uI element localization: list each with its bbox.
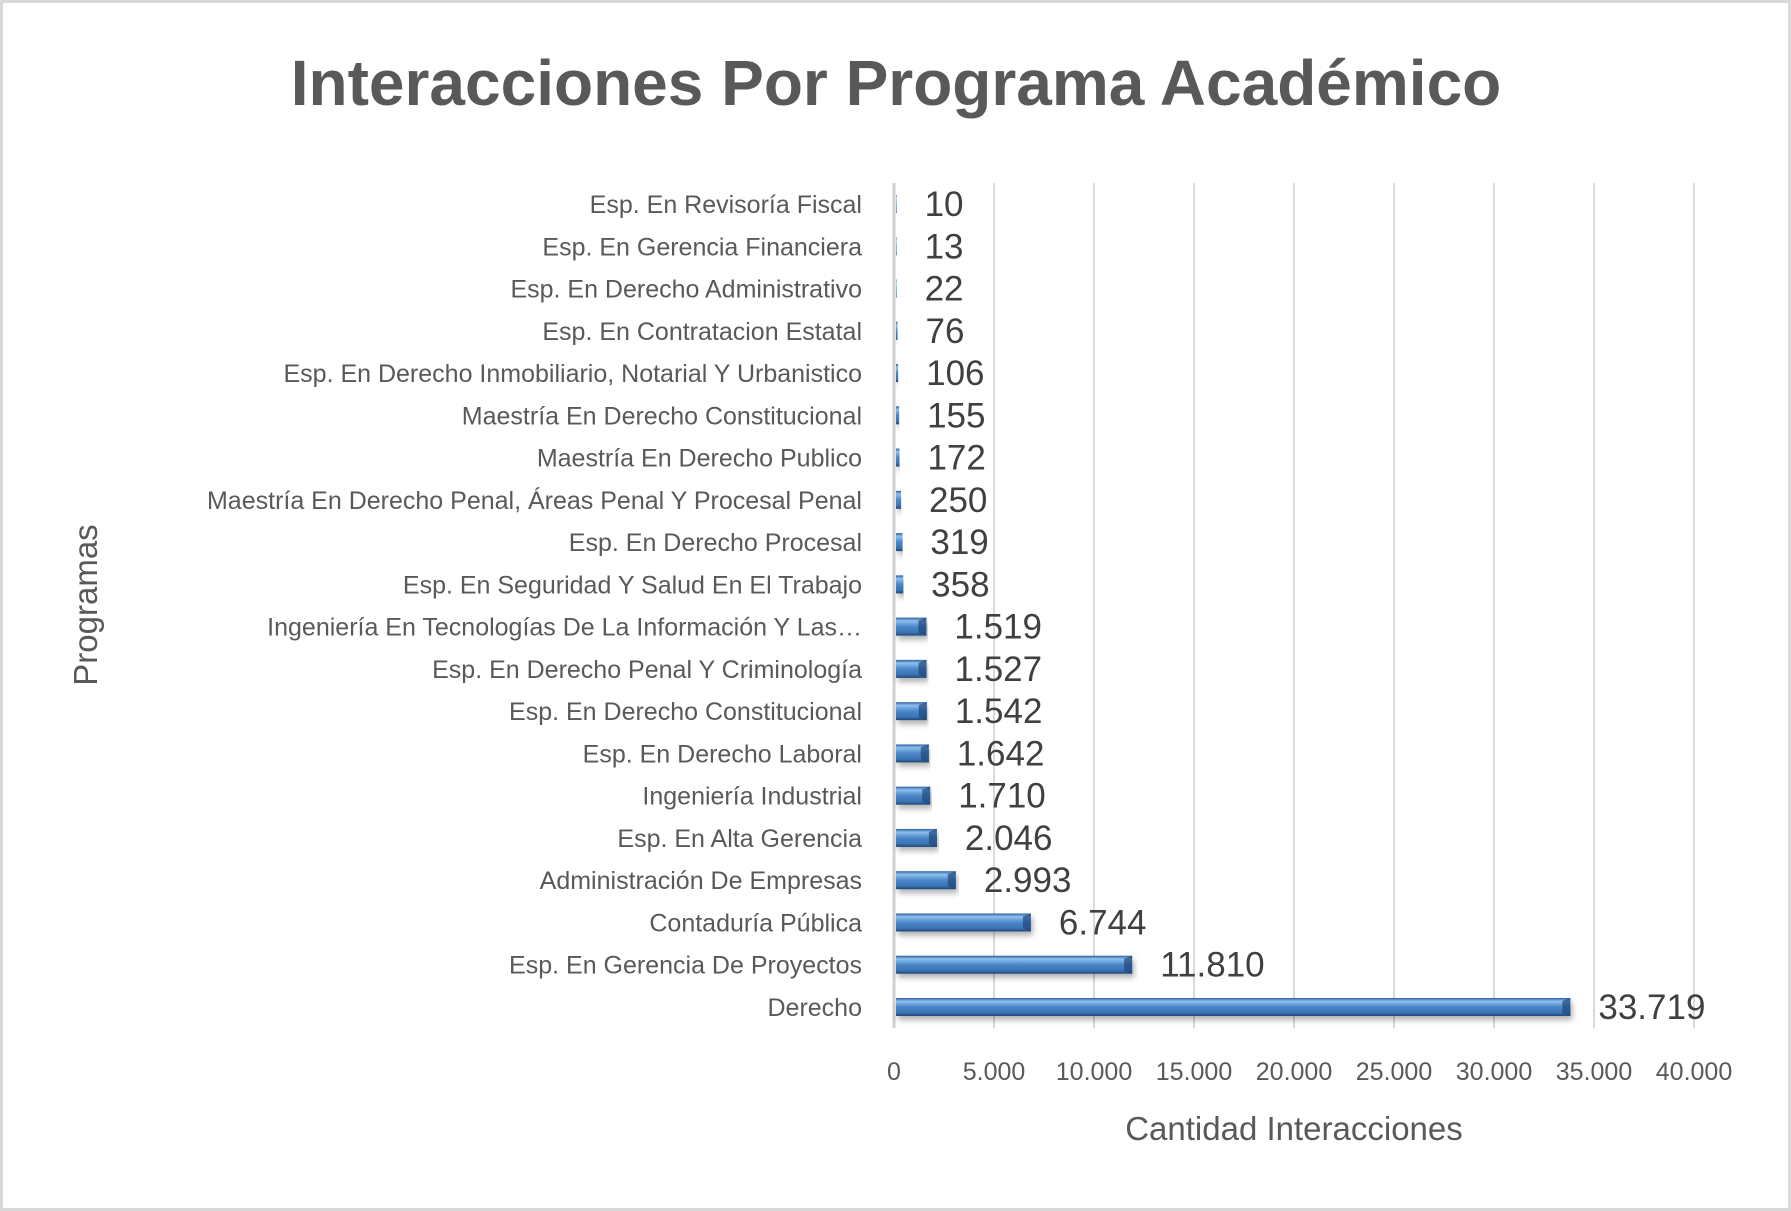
value-label: 2.046 xyxy=(965,819,1053,858)
value-label: 106 xyxy=(926,354,984,393)
category-label: Esp. En Derecho Constitucional xyxy=(509,698,862,726)
bar xyxy=(896,744,929,763)
y-axis-title: Programas xyxy=(67,524,104,685)
bar xyxy=(896,237,897,256)
bar xyxy=(896,871,956,890)
value-label: 1.642 xyxy=(957,734,1045,773)
x-tick-labels: 0 5.000 10.000 15.000 20.000 25.000 30.000 35.0… xyxy=(887,1058,1732,1086)
category-label: Esp. En Seguridad Y Salud En El Trabajo xyxy=(403,571,862,599)
bar xyxy=(896,786,931,805)
category-label: Esp. En Derecho Inmobiliario, Notarial Y… xyxy=(283,360,862,388)
value-label: 319 xyxy=(930,523,988,562)
bar-bevel xyxy=(918,702,927,721)
category-label: Esp. En Derecho Penal Y Criminología xyxy=(432,656,862,684)
bar xyxy=(896,828,937,847)
value-label: 33.719 xyxy=(1598,988,1705,1027)
category-label: Maestría En Derecho Publico xyxy=(537,445,862,473)
category-label: Ingeniería Industrial xyxy=(642,783,862,811)
value-label: 2.993 xyxy=(984,861,1072,900)
bar xyxy=(896,195,897,213)
value-label: 1.542 xyxy=(955,692,1043,731)
bar xyxy=(896,321,898,340)
category-label: Contaduría Pública xyxy=(649,909,862,937)
bars xyxy=(896,195,1571,1016)
bar-bevel xyxy=(928,828,937,847)
value-label: 155 xyxy=(927,396,985,435)
bar-bevel xyxy=(1022,913,1031,932)
gridlines xyxy=(892,183,1695,1028)
x-axis-title: Cantidad Interacciones xyxy=(1125,1110,1463,1147)
value-label: 1.710 xyxy=(958,777,1046,816)
bar xyxy=(896,533,903,552)
value-label: 22 xyxy=(925,270,964,309)
bar xyxy=(896,448,900,467)
value-label: 1.519 xyxy=(954,608,1042,647)
x-tick-label: 0 xyxy=(887,1058,901,1086)
chart-title: Interacciones Por Programa Académico xyxy=(291,47,1502,119)
value-label: 76 xyxy=(926,312,965,351)
category-label: Esp. En Revisoría Fiscal xyxy=(590,191,862,219)
bar xyxy=(896,279,897,298)
bar xyxy=(896,575,904,594)
bar-bevel xyxy=(947,871,956,890)
x-tick-label: 25.000 xyxy=(1356,1058,1432,1086)
category-label: Esp. En Gerencia Financiera xyxy=(542,233,862,261)
category-label: Administración De Empresas xyxy=(540,867,862,895)
bar-bevel xyxy=(918,659,927,678)
x-tick-label: 20.000 xyxy=(1256,1058,1332,1086)
bar-bevel xyxy=(1124,955,1133,974)
bar-bevel xyxy=(922,786,931,805)
x-tick-label: 5.000 xyxy=(963,1058,1026,1086)
value-label: 6.744 xyxy=(1059,903,1147,942)
category-label: Esp. En Gerencia De Proyectos xyxy=(509,952,862,980)
bar xyxy=(896,490,901,509)
bar xyxy=(896,364,899,383)
category-label: Esp. En Derecho Procesal xyxy=(569,529,862,557)
bar-bevel xyxy=(1562,998,1571,1016)
value-label: 1.527 xyxy=(955,650,1043,689)
category-label: Derecho xyxy=(768,994,863,1022)
category-label: Esp. En Alta Gerencia xyxy=(617,825,862,853)
x-tick-label: 40.000 xyxy=(1656,1058,1732,1086)
category-label: Esp. En Derecho Laboral xyxy=(583,740,862,768)
category-labels: Esp. En Revisoría Fiscal Esp. En Gerencia… xyxy=(207,191,862,1022)
value-label: 13 xyxy=(925,227,964,266)
value-label: 358 xyxy=(931,565,989,604)
x-tick-label: 30.000 xyxy=(1456,1058,1532,1086)
bar-bevel xyxy=(918,617,927,636)
bar xyxy=(896,998,1571,1016)
bar xyxy=(896,406,900,425)
category-label: Esp. En Contratacion Estatal xyxy=(542,318,862,346)
x-tick-label: 15.000 xyxy=(1156,1058,1232,1086)
category-label: Maestría En Derecho Penal, Áreas Penal Y… xyxy=(207,486,862,515)
value-label: 172 xyxy=(927,439,985,478)
x-tick-label: 10.000 xyxy=(1056,1058,1132,1086)
bar xyxy=(896,913,1031,932)
category-label: Ingeniería En Tecnologías De La Informac… xyxy=(267,614,862,642)
bar-bevel xyxy=(920,744,929,763)
value-label: 11.810 xyxy=(1160,946,1264,985)
x-tick-label: 35.000 xyxy=(1556,1058,1632,1086)
category-label: Maestría En Derecho Constitucional xyxy=(462,402,862,430)
category-label: Esp. En Derecho Administrativo xyxy=(510,276,862,304)
value-label: 250 xyxy=(929,481,987,520)
value-label: 10 xyxy=(925,185,964,224)
bar xyxy=(896,955,1133,974)
